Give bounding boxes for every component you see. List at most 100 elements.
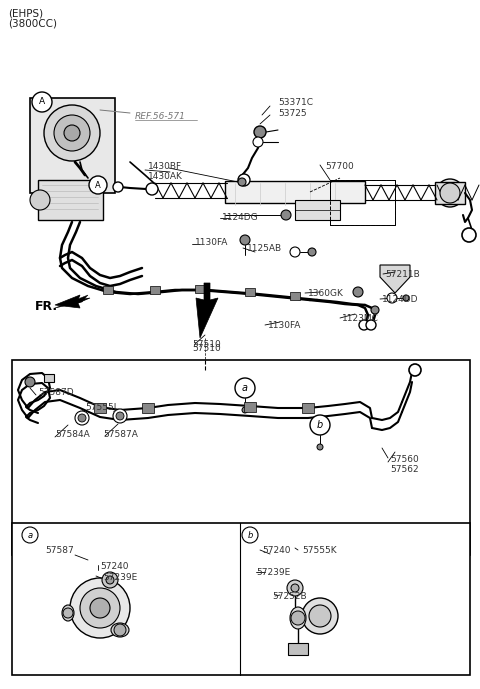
Text: 57239E: 57239E [103, 573, 137, 582]
Circle shape [281, 210, 291, 220]
Circle shape [32, 92, 52, 112]
Circle shape [89, 176, 107, 194]
Bar [94, 403, 106, 413]
Bar [44, 374, 54, 382]
Text: 57510: 57510 [192, 344, 221, 353]
Circle shape [287, 580, 303, 596]
Ellipse shape [436, 179, 464, 207]
Text: FR.: FR. [35, 300, 58, 313]
Circle shape [30, 190, 50, 210]
Text: 57240: 57240 [262, 546, 290, 555]
Polygon shape [196, 283, 218, 338]
Text: 1124DD: 1124DD [382, 295, 419, 304]
Circle shape [80, 588, 120, 628]
Circle shape [240, 235, 250, 245]
Ellipse shape [62, 605, 74, 621]
Text: 1130FA: 1130FA [195, 238, 228, 247]
Text: 53725: 53725 [278, 109, 307, 118]
Text: A: A [39, 98, 45, 107]
Circle shape [253, 137, 263, 147]
Bar [30, 98, 115, 193]
Circle shape [353, 287, 363, 297]
Text: a: a [27, 531, 33, 539]
Bar [302, 403, 314, 413]
Circle shape [113, 409, 127, 423]
Bar [290, 292, 300, 300]
Text: 57560: 57560 [390, 455, 419, 464]
Text: 57555J: 57555J [85, 403, 116, 412]
Polygon shape [380, 265, 410, 293]
Bar [435, 182, 465, 204]
Bar [288, 643, 308, 655]
Text: (3800CC): (3800CC) [8, 19, 57, 29]
Text: 1124DG: 1124DG [222, 213, 259, 222]
Text: 57584A: 57584A [55, 430, 90, 439]
Text: 57252B: 57252B [272, 592, 307, 601]
Bar [12, 523, 470, 675]
Circle shape [310, 415, 330, 435]
Bar [295, 200, 340, 220]
Circle shape [366, 320, 376, 330]
Circle shape [22, 527, 38, 543]
Circle shape [235, 378, 255, 398]
Text: 57510: 57510 [192, 340, 221, 349]
Circle shape [114, 624, 126, 636]
Text: a: a [242, 383, 248, 393]
Circle shape [90, 598, 110, 618]
Circle shape [78, 414, 86, 422]
Circle shape [309, 605, 331, 627]
Circle shape [291, 584, 299, 592]
Circle shape [146, 183, 158, 195]
Bar [245, 288, 255, 296]
Circle shape [238, 174, 250, 186]
Text: 1430BF: 1430BF [148, 162, 182, 171]
Circle shape [75, 411, 89, 425]
Text: 57700: 57700 [325, 162, 354, 171]
Bar [142, 403, 154, 413]
Text: 57240: 57240 [100, 562, 129, 571]
Circle shape [308, 248, 316, 256]
Text: 1430AK: 1430AK [148, 172, 183, 181]
Circle shape [54, 115, 90, 151]
Circle shape [359, 320, 369, 330]
Text: (EHPS): (EHPS) [8, 8, 43, 18]
Text: 57587: 57587 [45, 546, 74, 555]
Text: b: b [247, 531, 252, 539]
Circle shape [25, 377, 35, 387]
Circle shape [302, 598, 338, 634]
Text: b: b [317, 420, 323, 430]
Bar [150, 286, 160, 294]
Bar [103, 286, 113, 294]
Bar [12, 360, 470, 555]
Text: 57239E: 57239E [256, 568, 290, 577]
Bar [225, 181, 365, 203]
Circle shape [291, 611, 305, 625]
Bar [330, 180, 395, 225]
Text: 1130FA: 1130FA [268, 321, 301, 330]
Text: 57587D: 57587D [38, 388, 73, 397]
Text: 57555K: 57555K [302, 546, 336, 555]
Polygon shape [55, 295, 88, 308]
Circle shape [242, 407, 248, 413]
Circle shape [106, 576, 114, 584]
Bar [244, 402, 256, 412]
Text: A: A [95, 181, 101, 189]
Text: 57587A: 57587A [103, 430, 138, 439]
Circle shape [371, 306, 379, 314]
Text: 57562: 57562 [390, 465, 419, 474]
Text: 1360GK: 1360GK [308, 289, 344, 298]
Bar [38, 180, 103, 220]
Ellipse shape [111, 623, 129, 637]
Polygon shape [55, 295, 90, 308]
Circle shape [102, 572, 118, 588]
Text: REF.56-571: REF.56-571 [135, 112, 186, 121]
Circle shape [238, 178, 246, 186]
Text: 1123MC: 1123MC [342, 314, 379, 323]
Circle shape [116, 412, 124, 420]
Circle shape [317, 444, 323, 450]
Circle shape [70, 578, 130, 638]
Circle shape [113, 182, 123, 192]
Circle shape [403, 295, 409, 301]
Text: 1125AB: 1125AB [247, 244, 282, 253]
Circle shape [63, 608, 73, 618]
